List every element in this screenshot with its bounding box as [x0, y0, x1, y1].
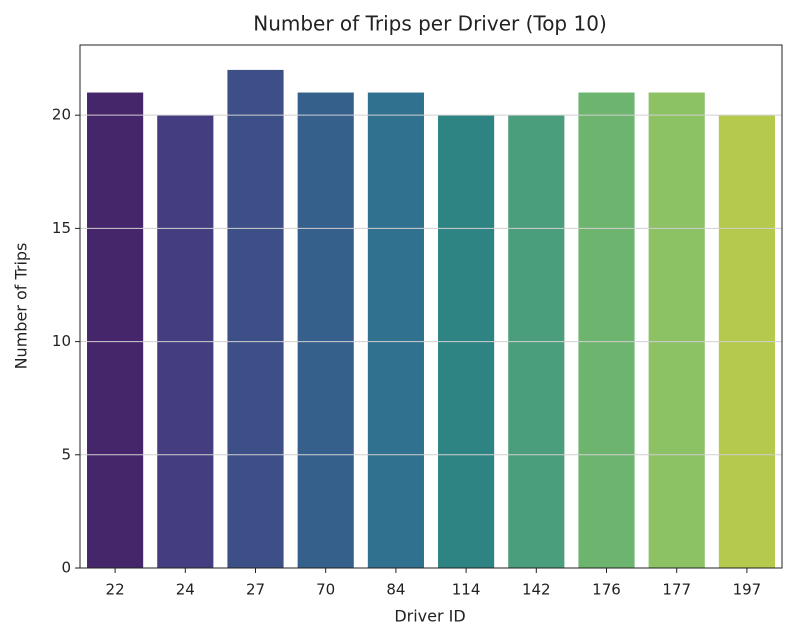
y-tick-label: 0 — [61, 559, 71, 577]
y-axis-label: Number of Trips — [12, 243, 31, 370]
chart-title: Number of Trips per Driver (Top 10) — [253, 12, 607, 36]
x-tick-label: 176 — [592, 581, 621, 599]
x-tick-label: 70 — [316, 581, 335, 599]
bar — [648, 92, 705, 568]
x-tick-label: 142 — [522, 581, 551, 599]
x-tick-label: 27 — [246, 581, 265, 599]
x-tick-label: 24 — [176, 581, 195, 599]
x-tick-label: 114 — [452, 581, 481, 599]
bar — [227, 69, 284, 569]
plot-frame — [79, 44, 783, 569]
x-tick-label: 197 — [733, 581, 762, 599]
bar — [87, 92, 144, 568]
x-tick-label: 177 — [662, 581, 691, 599]
y-tick-label: 10 — [52, 332, 71, 350]
bar — [367, 92, 424, 568]
x-tick-label: 84 — [386, 581, 405, 599]
x-axis-label: Driver ID — [394, 607, 465, 626]
x-tick-label: 22 — [106, 581, 125, 599]
y-tick-label: 5 — [61, 445, 71, 463]
bar — [297, 92, 354, 568]
y-tick-label: 20 — [52, 106, 71, 124]
bar — [578, 92, 635, 568]
y-tick-label: 15 — [52, 219, 71, 237]
